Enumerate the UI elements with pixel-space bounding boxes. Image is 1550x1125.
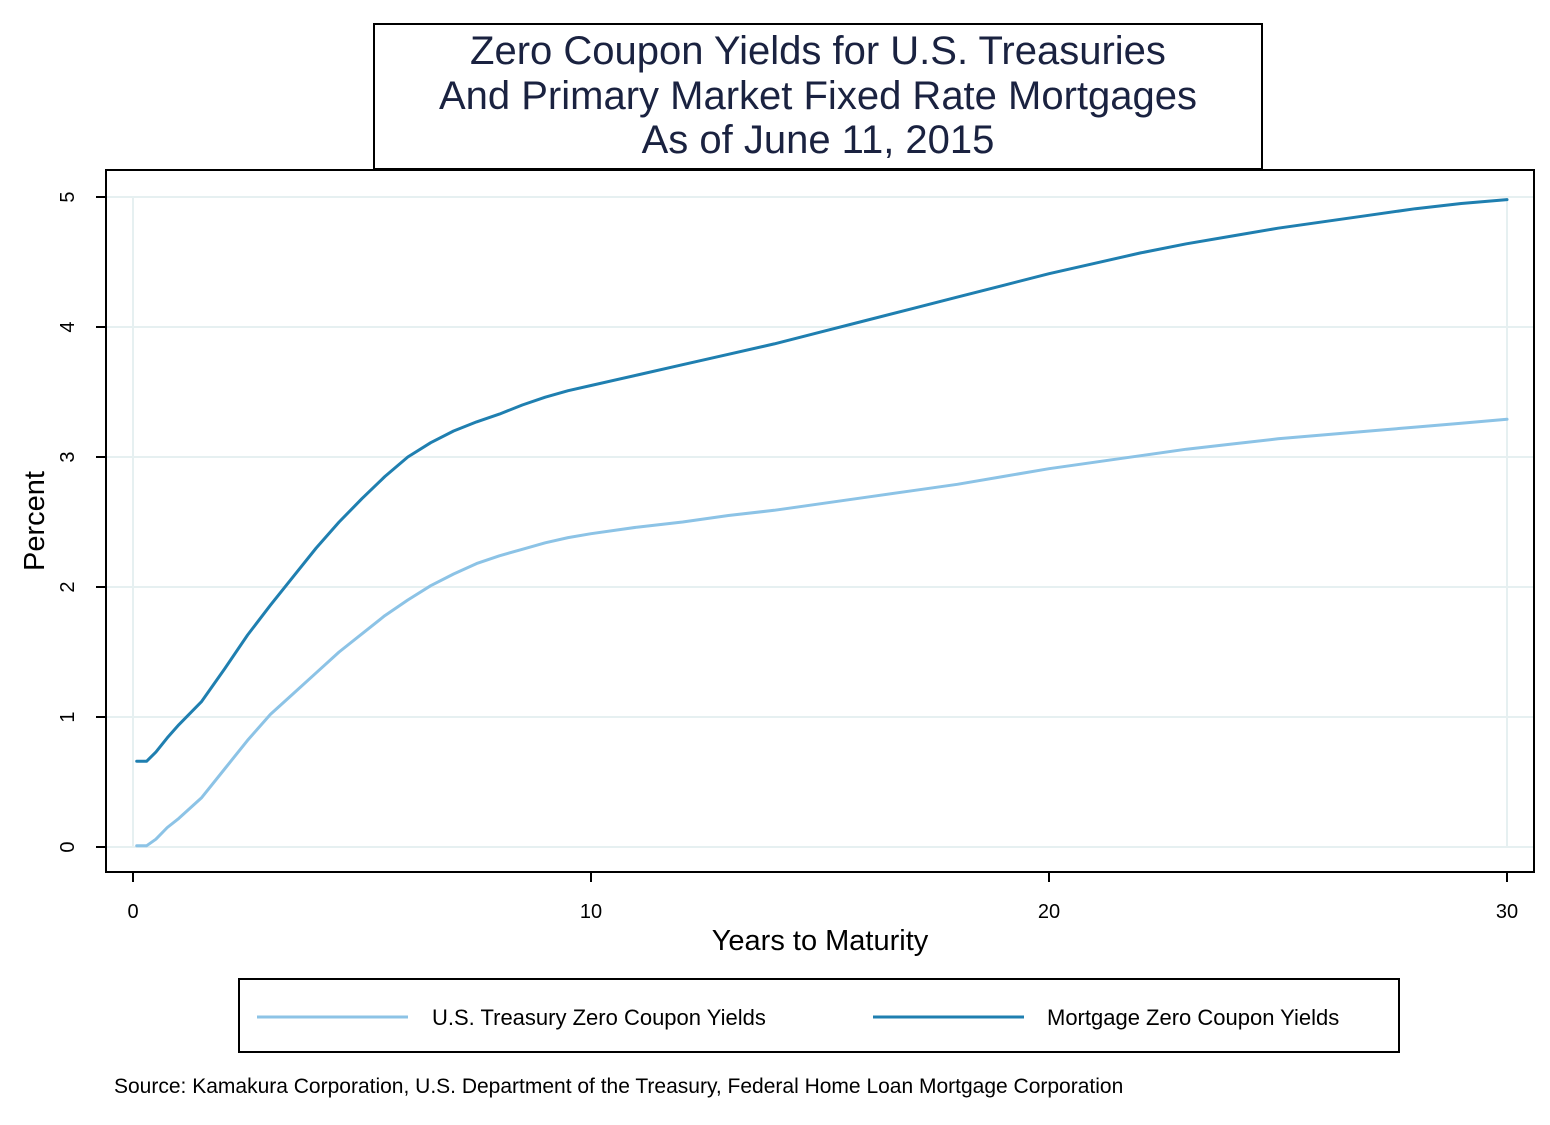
source-note: Source: Kamakura Corporation, U.S. Depar…	[114, 1075, 1123, 1098]
x-tick-label-10: 10	[580, 901, 602, 923]
series-line-mortgage	[135, 198, 1509, 763]
legend-box	[238, 978, 1400, 1053]
y-tick-label-3: 3	[57, 451, 79, 462]
x-axis: 0 10 20 30	[127, 872, 1518, 923]
title-box	[373, 23, 1263, 170]
y-tick-label-5: 5	[57, 191, 79, 202]
title-line-3: As of June 11, 2015	[642, 118, 995, 162]
legend-label-mortgage: Mortgage Zero Coupon Yields	[1047, 1005, 1339, 1030]
plot-frame	[105, 169, 1535, 873]
title-line-2: And Primary Market Fixed Rate Mortgages	[439, 74, 1197, 118]
y-tick-label-2: 2	[57, 581, 79, 592]
chart-title: Zero Coupon Yields for U.S. Treasuries A…	[373, 23, 1263, 170]
y-tick-label-1: 1	[57, 711, 79, 722]
gridlines	[107, 196, 1533, 848]
legend-label-treasury: U.S. Treasury Zero Coupon Yields	[432, 1005, 766, 1030]
series-line-treasury	[135, 417, 1509, 848]
y-axis: 0 1 2 3 4 5	[57, 191, 106, 853]
title-line-1: Zero Coupon Yields for U.S. Treasuries	[470, 29, 1166, 73]
series-lines	[135, 198, 1509, 848]
legend: U.S. Treasury Zero Coupon Yields Mortgag…	[238, 978, 1400, 1053]
y-tick-label-0: 0	[57, 841, 79, 852]
y-axis-title: Percent	[19, 471, 51, 571]
x-tick-label-20: 20	[1038, 901, 1060, 923]
x-tick-label-30: 30	[1496, 901, 1518, 923]
x-axis-title: Years to Maturity	[712, 925, 929, 957]
y-tick-label-4: 4	[57, 321, 79, 332]
x-tick-label-0: 0	[127, 901, 138, 923]
